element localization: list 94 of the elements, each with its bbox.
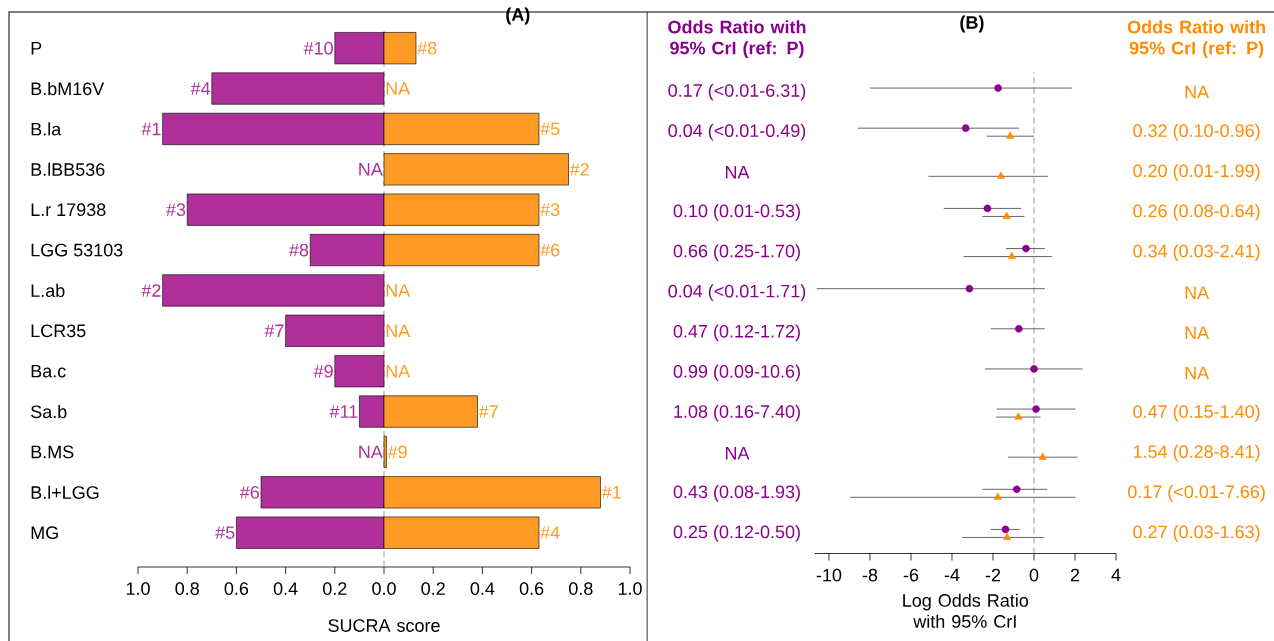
x-tick-label: 1.0 xyxy=(618,582,642,595)
text: NA xyxy=(386,324,411,337)
y-tick-label: MG xyxy=(31,526,58,540)
annotation: #4 xyxy=(540,526,560,539)
x-tick-label: -6 xyxy=(903,568,919,582)
x-tick-label: 0.4 xyxy=(470,582,495,595)
y-tick-label: LCR35 xyxy=(31,324,86,338)
bar xyxy=(383,435,387,468)
x-tick-label: 0.8 xyxy=(175,582,199,595)
text: NA xyxy=(386,82,411,95)
annotation: #1 xyxy=(141,122,161,136)
x-tick-label: 0 xyxy=(1029,568,1039,582)
x-axis-title: SUCRA score xyxy=(328,619,440,632)
x-axis-title: Log Odds Ratio with 95% CrI xyxy=(903,593,1029,628)
y-tick-label: B.bM16V xyxy=(31,81,105,96)
chart-title: (B) xyxy=(960,15,984,33)
y-tick-label: LGG 53103 xyxy=(31,243,123,257)
x-tick-label: 0.2 xyxy=(323,582,347,595)
text: NA xyxy=(725,446,750,460)
text: NA xyxy=(359,445,383,459)
y-tick-label: Ba.c xyxy=(31,364,66,378)
text: NA xyxy=(725,166,750,179)
data-label: 0.17 (<0.01-6.31) xyxy=(668,83,806,101)
x-tick-label: 0.6 xyxy=(224,582,249,595)
annotation: #4 xyxy=(190,82,211,95)
bar xyxy=(162,274,385,307)
annotation: #2 xyxy=(141,284,161,297)
text: NA xyxy=(359,163,383,176)
data-label: 0.32 (0.10-0.96) xyxy=(1133,123,1260,141)
x-tick-label: 4 xyxy=(1111,568,1121,582)
text: NA xyxy=(386,284,411,297)
annotation: #3 xyxy=(166,203,186,217)
data-label: 0.17 (<0.01-7.66) xyxy=(1128,484,1265,502)
data-label: 0.47 (0.15-1.40) xyxy=(1133,404,1260,422)
annotation: #10 xyxy=(303,41,333,55)
data-label: 0.04 (<0.01-0.49) xyxy=(668,123,806,141)
y-tick-label: L.ab xyxy=(31,283,65,298)
data-label: 0.10 (0.01-0.53) xyxy=(673,204,800,221)
annotation: #7 xyxy=(478,405,498,418)
x-tick-label: 1.0 xyxy=(126,582,150,595)
data-label: 0.34 (0.03-2.41) xyxy=(1133,244,1260,261)
chart-title: (A) xyxy=(506,7,530,25)
bar xyxy=(334,355,385,388)
text: NA xyxy=(1185,286,1210,299)
annotation: #5 xyxy=(540,122,560,136)
annotation: #6 xyxy=(540,243,560,257)
data-label: 0.25 (0.12-0.50) xyxy=(673,525,800,542)
data-label: 0.47 (0.12-1.72) xyxy=(673,324,800,342)
x-tick-label: -4 xyxy=(944,568,960,582)
x-tick-label: 0.6 xyxy=(519,582,544,595)
x-tick-label: 0.8 xyxy=(569,582,593,595)
text: Odds Ratio with 95% CrI (ref: P) xyxy=(1127,20,1265,58)
annotation: #9 xyxy=(313,364,333,378)
data-label: 0.20 (0.01-1.99) xyxy=(1133,163,1260,181)
y-tick-label: B.MS xyxy=(31,445,74,459)
data-label: 0.04 (<0.01-1.71) xyxy=(668,284,806,302)
annotation: #9 xyxy=(387,445,407,459)
x-tick-label: 0.0 xyxy=(372,582,396,595)
y-tick-label: P xyxy=(31,41,42,55)
x-tick-label: -2 xyxy=(985,568,1001,582)
text: NA xyxy=(1185,366,1210,380)
text: Odds Ratio with 95% CrI (ref: P) xyxy=(668,20,806,58)
y-tick-label: B.la xyxy=(31,122,62,136)
x-tick-label: -8 xyxy=(862,568,878,582)
x-tick-label: 2 xyxy=(1070,568,1080,582)
data-label: 0.26 (0.08-0.64) xyxy=(1133,204,1260,221)
y-tick-label: B.lBB536 xyxy=(31,162,105,176)
annotation: #2 xyxy=(569,163,589,176)
x-tick-label: -10 xyxy=(816,568,842,582)
annotation: #3 xyxy=(540,203,560,217)
data-label: 1.54 (0.28-8.41) xyxy=(1133,444,1260,462)
y-tick-label: Sa.b xyxy=(31,404,67,419)
data-label: 0.43 (0.08-1.93) xyxy=(673,484,800,502)
x-tick-label: 0.4 xyxy=(273,582,298,595)
bar xyxy=(383,153,569,186)
annotation: #6 xyxy=(239,485,260,499)
data-label: 0.99 (0.09-10.6) xyxy=(673,364,800,382)
text: NA xyxy=(1185,85,1210,99)
bar xyxy=(211,72,385,105)
y-tick-label: B.l+LGG xyxy=(31,485,99,499)
annotation: #8 xyxy=(417,41,437,55)
annotation: #7 xyxy=(264,324,284,337)
annotation: #5 xyxy=(215,526,235,539)
data-label: 0.66 (0.25-1.70) xyxy=(673,244,800,261)
annotation: #11 xyxy=(329,405,358,418)
y-tick-label: L.r 17938 xyxy=(31,203,106,217)
data-label: 1.08 (0.16-7.40) xyxy=(674,404,800,422)
bar xyxy=(285,314,385,347)
annotation: #1 xyxy=(601,486,621,499)
x-tick-label: 0.2 xyxy=(421,582,445,595)
annotation: #8 xyxy=(289,243,309,257)
text: NA xyxy=(1185,326,1210,339)
text: NA xyxy=(386,364,411,378)
data-label: 0.27 (0.03-1.63) xyxy=(1133,525,1260,542)
